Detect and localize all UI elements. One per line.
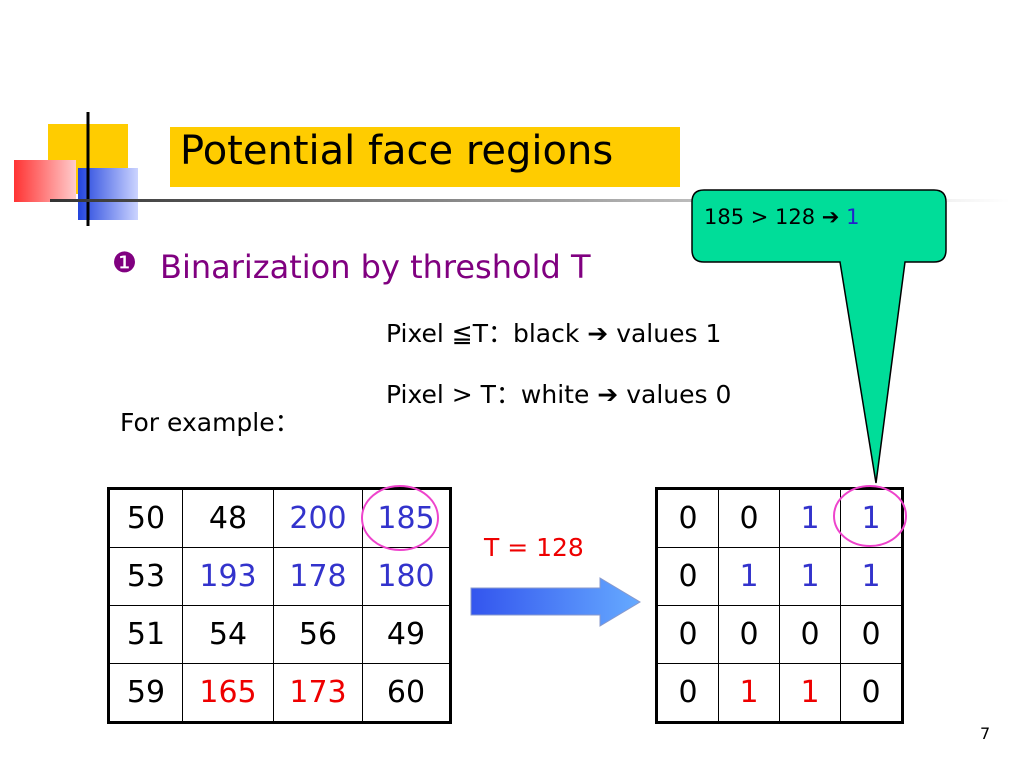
table-cell: 0: [718, 605, 780, 664]
table-cell: 0: [656, 663, 719, 723]
table-cell: 1: [840, 547, 903, 606]
bullet-text: Binarization by threshold T: [160, 248, 591, 286]
table-cell: 48: [182, 488, 274, 548]
table-cell: 51: [108, 605, 183, 664]
table-row: 53 193 178 180: [108, 547, 451, 606]
table-row: 59 165 173 60: [108, 663, 451, 723]
table-cell: 0: [656, 547, 719, 606]
table-cell: 178: [273, 547, 363, 606]
table-cell: 1: [718, 663, 780, 723]
table-cell: 1: [779, 663, 841, 723]
callout-result: 1: [846, 205, 860, 229]
table-cell: 0: [718, 488, 780, 548]
table-cell: 49: [362, 605, 451, 664]
table-cell: 53: [108, 547, 183, 606]
table-cell: 0: [840, 605, 903, 664]
table-cell: 173: [273, 663, 363, 723]
table-cell: 0: [840, 663, 903, 723]
threshold-label: T = 128: [484, 533, 584, 562]
rule: Pixel ≦T：black ➔ values 1: [386, 319, 722, 348]
table-cell: 185: [362, 488, 451, 548]
table-cell: 1: [779, 547, 841, 606]
title-rule: [50, 199, 1010, 202]
table-row: 51 54 56 49: [108, 605, 451, 664]
input-table: 50 48 200 185 53 193 178 180 51 54 56 49 59 165 173 60: [107, 487, 452, 724]
table-cell: 1: [779, 488, 841, 548]
callout-expr: 185 > 128 ➔: [704, 205, 840, 229]
table-cell: 1: [840, 488, 903, 548]
deco-square: [14, 160, 76, 202]
table-cell: 60: [362, 663, 451, 723]
table-cell: 56: [273, 605, 363, 664]
table-cell: 54: [182, 605, 274, 664]
title-box: [170, 127, 680, 187]
table-cell: 50: [108, 488, 183, 548]
rule: Pixel > T：white ➔ values 0: [386, 380, 732, 409]
bullet-icon: ❶: [112, 246, 138, 279]
table-cell: 200: [273, 488, 363, 548]
table-cell: 0: [779, 605, 841, 664]
page-number: 7: [980, 724, 991, 743]
table-cell: 1: [718, 547, 780, 606]
table-cell: 59: [108, 663, 183, 723]
table-cell: 193: [182, 547, 274, 606]
callout-text: 185 > 128 ➔ 1: [704, 205, 859, 229]
arrow: [470, 577, 641, 627]
table-cell: 165: [182, 663, 274, 723]
title: Potential face regions: [180, 128, 614, 174]
table-row: 50 48 200 185: [108, 488, 451, 548]
callout-bubble: [691, 189, 947, 484]
example-label: For example：: [120, 408, 300, 437]
table-cell: 180: [362, 547, 451, 606]
table-cell: 0: [656, 488, 719, 548]
table-cell: 0: [656, 605, 719, 664]
